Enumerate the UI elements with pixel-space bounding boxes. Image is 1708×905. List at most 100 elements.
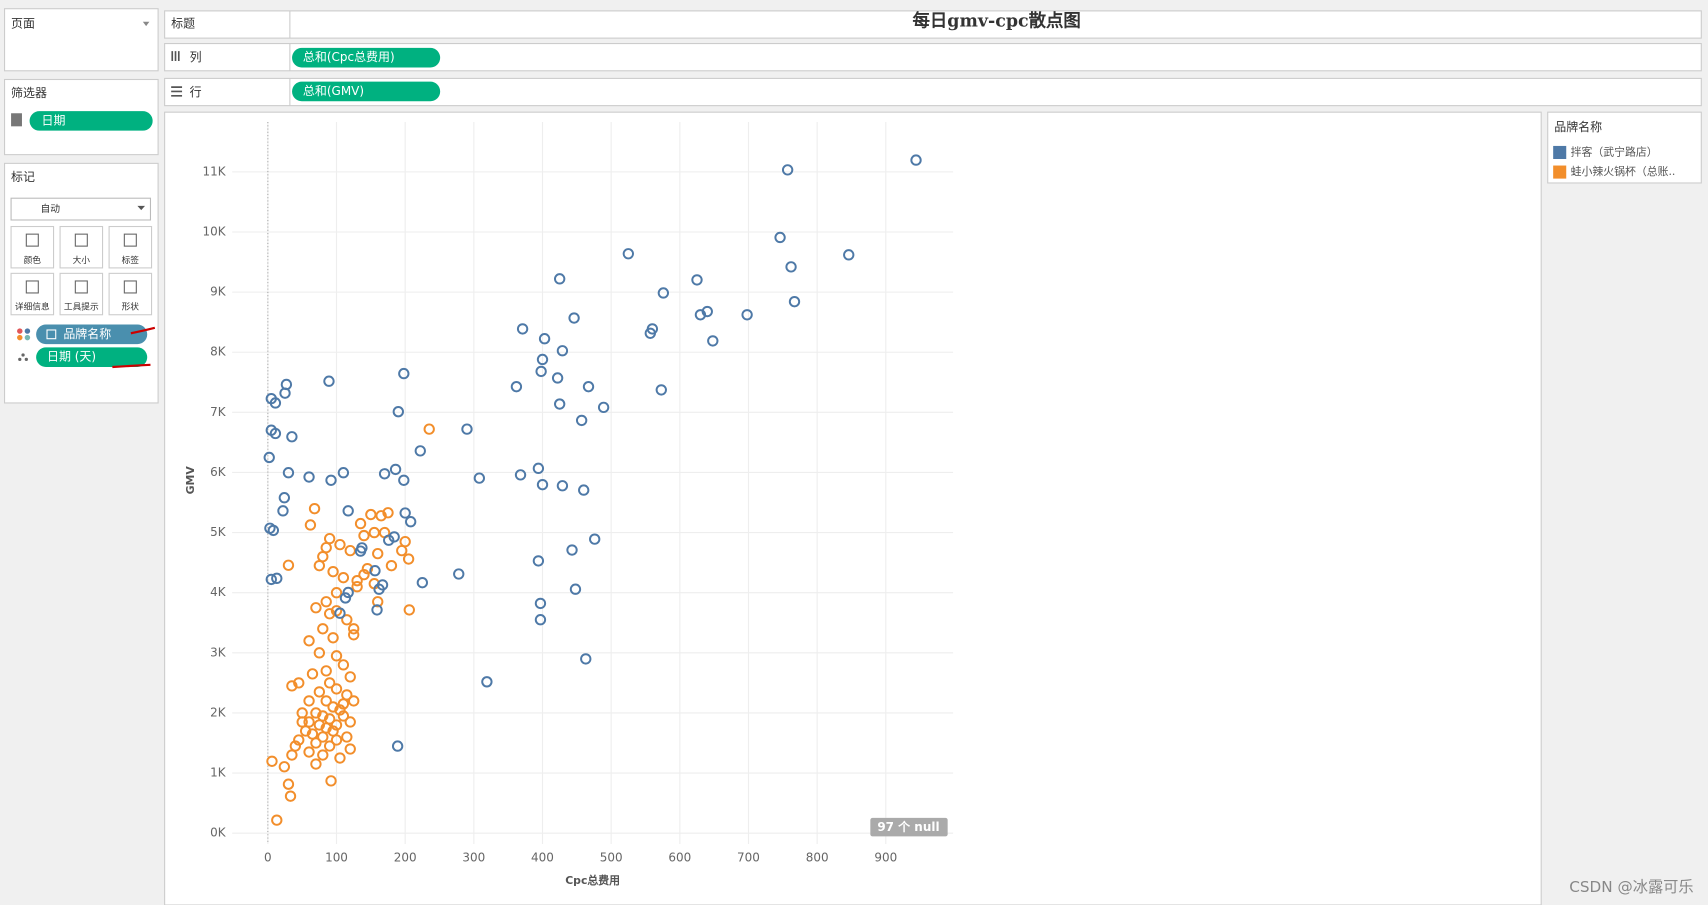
dropdown-arrow <box>137 205 146 211</box>
mark-button-icon <box>74 233 88 247</box>
point <box>551 372 564 384</box>
mark-button[interactable] <box>59 272 104 316</box>
y-tick-label: 6K <box>210 465 227 479</box>
legend-swatch[interactable] <box>1553 145 1567 160</box>
point <box>354 545 367 557</box>
y-axis-label: GMV <box>184 466 197 495</box>
point <box>265 573 277 586</box>
point <box>348 629 360 641</box>
point <box>313 647 326 659</box>
point <box>313 719 326 731</box>
detail-icon <box>21 353 25 357</box>
filter-pill[interactable] <box>29 111 153 131</box>
point <box>341 731 353 743</box>
point <box>296 716 308 728</box>
point <box>325 775 337 787</box>
point <box>372 596 384 608</box>
point <box>342 505 354 517</box>
columns-pill[interactable] <box>292 47 441 68</box>
point <box>398 474 410 486</box>
point <box>514 469 527 481</box>
point <box>303 695 315 707</box>
mark-button-icon <box>74 280 88 294</box>
point <box>372 547 384 560</box>
point <box>342 586 354 599</box>
point <box>341 614 353 626</box>
mark-pill[interactable] <box>36 347 148 368</box>
point <box>554 398 566 410</box>
point <box>348 695 360 707</box>
x-tick-label: 200 <box>394 851 417 865</box>
legend-label: 蛙小辣火锅杯（总账.. <box>1571 164 1676 178</box>
detail-icon <box>24 357 28 362</box>
mark-button[interactable] <box>10 225 55 269</box>
point <box>556 345 569 357</box>
point <box>453 568 465 580</box>
filter-pill-text: 日期 <box>42 113 66 127</box>
point <box>657 287 670 299</box>
title-shelf <box>164 10 1702 39</box>
annotation-scribble <box>112 326 156 369</box>
title-shelf-label: 标题 <box>171 16 195 30</box>
point <box>788 296 801 308</box>
legend-title: 品牌名称 <box>1554 119 1602 134</box>
point <box>327 566 339 578</box>
point <box>622 248 634 260</box>
point <box>535 365 547 378</box>
point <box>286 680 298 692</box>
point <box>741 309 753 321</box>
point <box>320 665 332 677</box>
mark-type-dropdown[interactable] <box>10 197 152 221</box>
point <box>375 510 387 522</box>
point <box>337 572 350 584</box>
point <box>416 577 429 589</box>
point <box>317 749 329 761</box>
point <box>351 581 363 593</box>
mark-button[interactable] <box>108 272 153 316</box>
dropdown-arrow[interactable] <box>142 21 150 27</box>
x-tick-label: 700 <box>737 851 760 865</box>
point <box>303 746 315 758</box>
rows-pill[interactable] <box>292 81 441 102</box>
filter-icon <box>11 113 22 127</box>
pages-label: 页面 <box>11 16 35 30</box>
point <box>473 472 485 484</box>
columns-pill-text: 总和(Cpc总费用) <box>303 50 395 64</box>
mark-button[interactable] <box>59 225 104 269</box>
mark-button[interactable] <box>10 272 55 316</box>
color-icon <box>24 334 31 341</box>
point <box>568 312 580 324</box>
mark-button[interactable] <box>108 225 153 269</box>
point <box>271 572 283 585</box>
y-tick-label: 7K <box>210 405 227 419</box>
point <box>691 274 703 286</box>
point <box>284 790 297 802</box>
chart-title: 每日gmv-cpc散点图 <box>913 10 1081 31</box>
point <box>282 467 295 479</box>
point <box>279 387 291 399</box>
point <box>403 604 415 616</box>
point <box>516 323 529 335</box>
pages-panel <box>3 8 159 72</box>
x-tick-label: 900 <box>874 851 897 865</box>
point <box>701 305 713 318</box>
point <box>310 707 322 719</box>
point <box>293 734 305 746</box>
point <box>330 587 343 599</box>
rows-pill-text: 总和(GMV) <box>303 84 364 98</box>
mark-pill[interactable] <box>36 324 148 345</box>
point <box>365 508 377 521</box>
y-tick-label: 2K <box>210 705 227 719</box>
point <box>382 507 394 519</box>
legend-swatch[interactable] <box>1553 165 1567 179</box>
point <box>785 261 797 273</box>
point <box>334 538 346 551</box>
point <box>569 583 582 595</box>
point <box>327 701 339 713</box>
point <box>566 544 578 556</box>
null-badge[interactable] <box>870 817 948 837</box>
point <box>910 154 922 166</box>
detail-icon <box>18 357 22 362</box>
point <box>337 698 350 710</box>
